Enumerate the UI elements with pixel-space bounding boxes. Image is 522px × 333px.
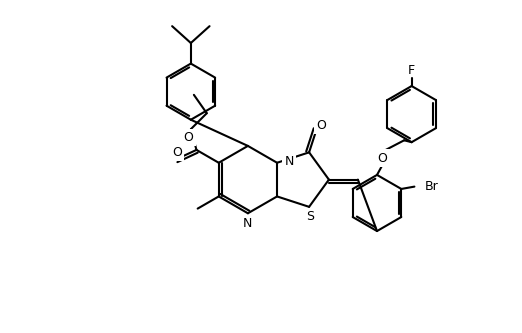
Text: Br: Br	[425, 180, 438, 193]
Text: O: O	[378, 152, 387, 165]
Text: S: S	[306, 210, 314, 223]
Text: N: N	[284, 155, 294, 168]
Text: F: F	[408, 64, 415, 77]
Text: O: O	[172, 146, 182, 159]
Text: O: O	[184, 131, 194, 144]
Text: N: N	[243, 217, 253, 230]
Text: O: O	[316, 119, 326, 132]
